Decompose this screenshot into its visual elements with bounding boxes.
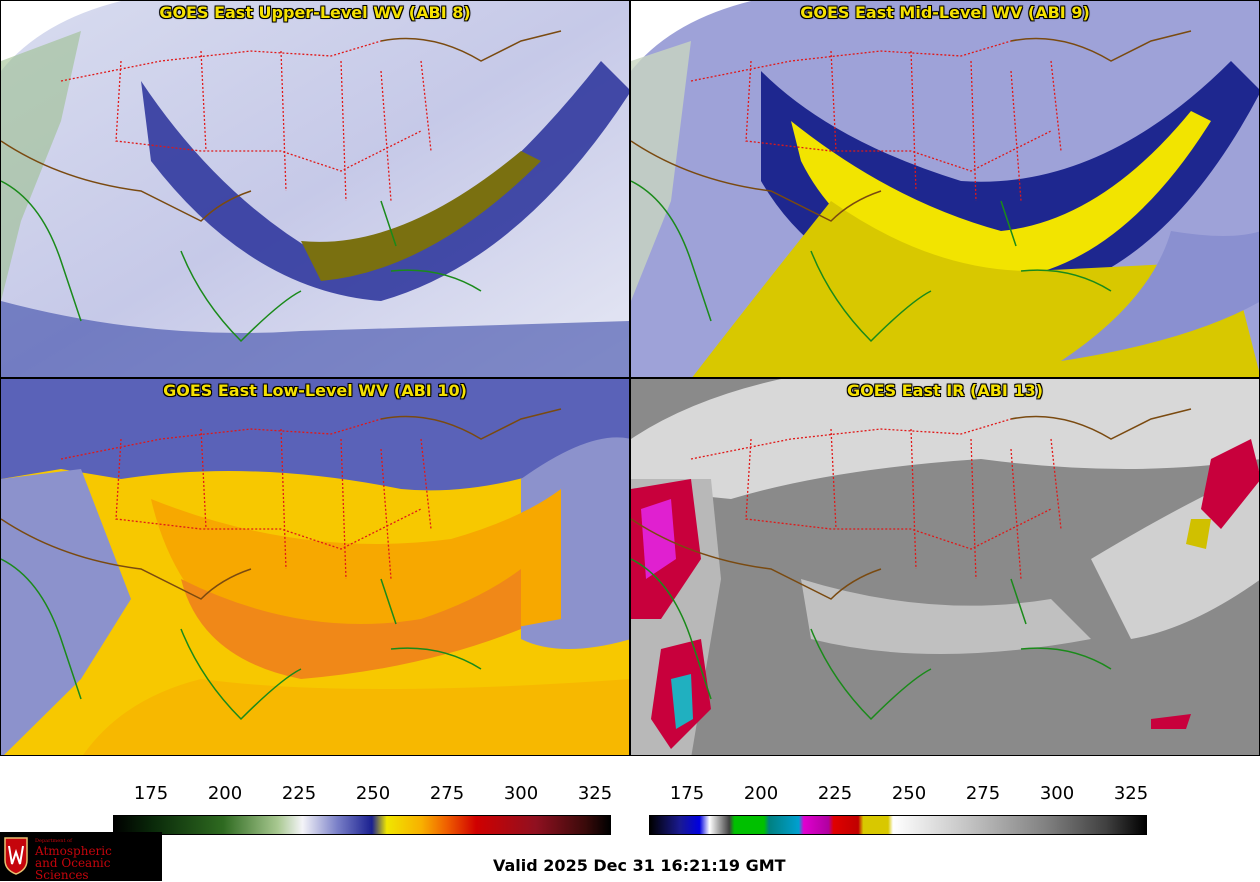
- panel-title-mid-level: GOES East Mid-Level WV (ABI 9): [800, 3, 1090, 22]
- ir-image: [631, 379, 1259, 755]
- ir-colorbar-ticks: 175 200 225 250 275 300 325: [649, 783, 1149, 807]
- uw-crest-icon: [4, 837, 28, 875]
- wv-tick: 225: [281, 783, 317, 804]
- panel-title-upper-level: GOES East Upper-Level WV (ABI 8): [159, 3, 471, 22]
- ir-tick: 250: [891, 783, 927, 804]
- ir-tick: 200: [743, 783, 779, 804]
- logo-line-2-text: Atmospheric: [35, 844, 112, 858]
- mid-level-wv-image: [631, 1, 1259, 377]
- panel-title-low-level: GOES East Low-Level WV (ABI 10): [163, 381, 467, 400]
- wv-colorbar-ticks: 175 200 225 250 275 300 325: [113, 783, 613, 807]
- valid-time: Valid 2025 Dec 31 16:21:19 GMT: [493, 856, 786, 875]
- panel-ir: GOES East IR (ABI 13): [630, 378, 1260, 756]
- panel-title-ir: GOES East IR (ABI 13): [846, 381, 1044, 400]
- ir-tick: 275: [965, 783, 1001, 804]
- panel-mid-level-wv: GOES East Mid-Level WV (ABI 9): [630, 0, 1260, 378]
- ir-colorbar: [649, 815, 1147, 835]
- logo-line-3-text: and Oceanic Sciences: [35, 856, 111, 882]
- low-level-wv-image: [1, 379, 629, 755]
- ir-tick: 325: [1113, 783, 1149, 804]
- wv-tick: 200: [207, 783, 243, 804]
- wv-colorbar: [113, 815, 611, 835]
- ir-tick: 175: [669, 783, 705, 804]
- wv-tick: 250: [355, 783, 391, 804]
- wv-tick: 300: [503, 783, 539, 804]
- wv-tick: 175: [133, 783, 169, 804]
- logo-line-2: Atmospheric and Oceanic Sciences: [35, 845, 162, 881]
- ir-tick: 300: [1039, 783, 1075, 804]
- panel-low-level-wv: GOES East Low-Level WV (ABI 10): [0, 378, 630, 756]
- panel-upper-level-wv: GOES East Upper-Level WV (ABI 8): [0, 0, 630, 378]
- wv-tick: 275: [429, 783, 465, 804]
- uw-aos-logo: Department of Atmospheric and Oceanic Sc…: [0, 832, 162, 881]
- colorbar-area: 175 200 225 250 275 300 325 175 200 225 …: [0, 757, 1260, 881]
- wv-tick: 325: [577, 783, 613, 804]
- upper-level-wv-image: [1, 1, 629, 377]
- logo-line-1: Department of: [35, 838, 72, 844]
- ir-tick: 225: [817, 783, 853, 804]
